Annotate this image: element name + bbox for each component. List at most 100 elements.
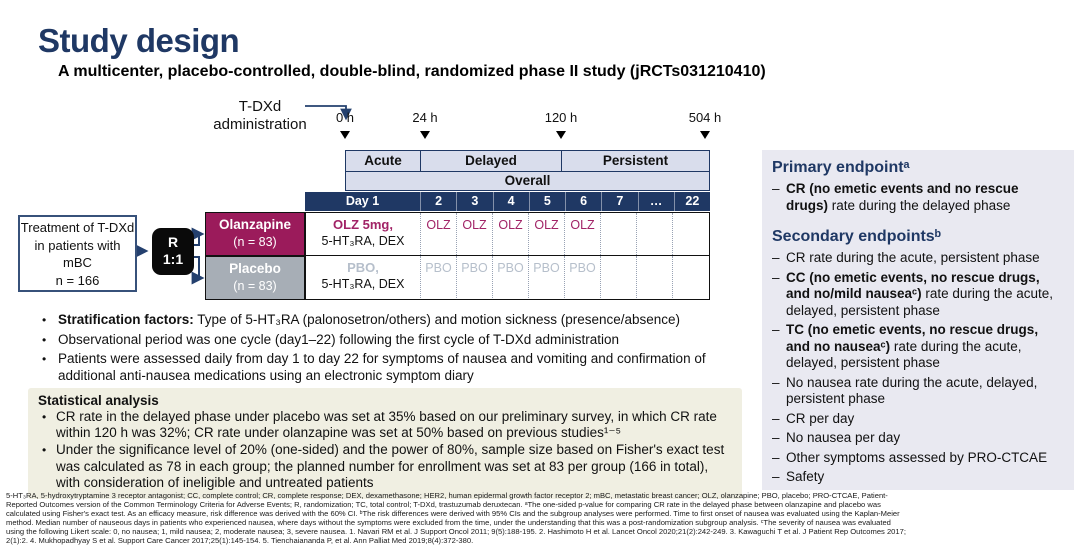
- endpoint-item: CR rate during the acute, persistent pha…: [772, 250, 1064, 267]
- bullet-text: Observational period was one cycle (day1…: [58, 331, 620, 347]
- endpoint-item: Safety: [772, 469, 1064, 486]
- footnote-line: method. Median number of nauseous days i…: [6, 518, 891, 527]
- bullet-text: Patients were assessed daily from day 1 …: [58, 351, 706, 383]
- hour-label-24h: 24 h: [412, 110, 438, 125]
- footnote-line: calculated using Fisher's exact test. As…: [6, 509, 900, 518]
- dose-cell: OLZ: [564, 213, 600, 255]
- endpoint-text: No nausea per day: [786, 430, 901, 445]
- dose-day1-drug: PBO,: [347, 259, 379, 275]
- endpoint-bold: TC (no emetic events, no rescue drugs, a…: [786, 322, 1039, 354]
- primary-endpoint-heading: Primary endpointᵃ: [772, 159, 910, 176]
- dose-cell: PBO: [528, 255, 564, 298]
- timeline-marker-icon: [340, 131, 350, 139]
- day-header-cell: …: [637, 192, 674, 211]
- secondary-endpoints-heading: Secondary endpointsᵇ: [772, 228, 941, 245]
- randomization-node: R 1:1: [152, 228, 194, 275]
- endpoint-text: Safety: [786, 469, 825, 484]
- dose-cell: OLZ: [456, 213, 492, 255]
- dose-cell: [600, 255, 636, 298]
- arm-n: (n = 83): [233, 235, 277, 249]
- dose-cell: [672, 255, 708, 298]
- phase-overall: Overall: [504, 173, 551, 188]
- tdxd-admin-label: T-DXd administration: [213, 98, 307, 133]
- phase-acute: Acute: [364, 153, 402, 168]
- dose-cell: [600, 213, 636, 255]
- day-header-cell: 3: [456, 192, 492, 211]
- endpoint-text: rate during the acute, delayed, persiste…: [786, 338, 1022, 371]
- phase-bar: Acute Delayed Persistent Overall: [345, 150, 710, 191]
- dose-cell: PBO: [420, 255, 456, 298]
- r-to-placebo-arrow: [191, 256, 205, 285]
- phase-delayed: Delayed: [420, 151, 561, 171]
- endpoints-panel: Primary endpointᵃ CR (no emetic events a…: [762, 150, 1074, 490]
- dose-day1-combo: 5-HT₃RA, DEX: [321, 276, 405, 291]
- dosing-schedule-table: OLZ 5mg, 5-HT₃RA, DEX OLZ OLZ OLZ OLZ OL…: [305, 212, 710, 300]
- table-row-olanzapine: OLZ 5mg, 5-HT₃RA, DEX OLZ OLZ OLZ OLZ OL…: [306, 213, 709, 256]
- bullet-bold: Stratification factors:: [58, 312, 194, 327]
- dose-cell: OLZ: [528, 213, 564, 255]
- endpoint-item: CR per day: [772, 411, 1064, 428]
- endpoint-item: CC (no emetic events, no rescue drugs, a…: [772, 270, 1064, 320]
- day-header-cell: 22: [673, 192, 710, 211]
- day-header-row: Day 1 2 3 4 5 6 7 … 22: [305, 192, 710, 211]
- randomization-ratio: 1:1: [162, 251, 184, 267]
- list-item: CR rate in the delayed phase under place…: [38, 409, 732, 441]
- timeline-marker-icon: [700, 131, 710, 139]
- day-header-cell: Day 1: [345, 194, 380, 208]
- dose-cell-day1: PBO, 5-HT₃RA, DEX: [306, 256, 420, 298]
- endpoint-item: CR (no emetic events and no rescue drugs…: [772, 181, 1064, 214]
- footnote-line: using the following Likert scale: 0, no …: [6, 527, 906, 536]
- dose-cell: OLZ: [492, 213, 528, 255]
- arm-header-placebo: Placebo (n = 83): [205, 256, 305, 300]
- endpoint-text: No nausea rate during the acute, delayed…: [786, 374, 1038, 407]
- footnote-line: 2(1):2. 4. Mukhopadhyay S et al. Support…: [6, 536, 474, 545]
- endpoint-text: rate during the acute, delayed, persiste…: [786, 286, 1053, 318]
- list-item: Patients were assessed daily from day 1 …: [40, 351, 732, 384]
- dose-cell: [672, 213, 708, 255]
- hour-label-504h: 504 h: [688, 110, 722, 125]
- endpoint-item: No nausea per day: [772, 430, 1064, 447]
- dose-day1-combo: 5-HT₃RA, DEX: [321, 234, 405, 248]
- r-to-olanzapine-arrow: [191, 227, 205, 246]
- randomization-letter: R: [167, 234, 179, 250]
- subtitle: A multicenter, placebo-controlled, doubl…: [58, 63, 766, 80]
- footnote-line: Reported Outcomes version of the Common …: [6, 500, 881, 509]
- page-title: Study design: [38, 22, 240, 59]
- statistical-analysis-heading: Statistical analysis: [38, 393, 159, 408]
- timeline-marker-icon: [556, 131, 566, 139]
- day-header-cell: 7: [601, 192, 637, 211]
- dose-cell: [636, 213, 672, 255]
- footnote: 5-HT₃RA, 5-hydroxytryptamine 3 receptor …: [6, 492, 1076, 545]
- endpoint-item: TC (no emetic events, no rescue drugs, a…: [772, 322, 1064, 372]
- day-header-cell: 5: [528, 192, 565, 211]
- hour-label-0h: 0 h: [335, 110, 355, 125]
- arm-n: (n = 83): [233, 279, 277, 293]
- day-header-cell: 4: [492, 192, 529, 211]
- endpoint-item: No nausea rate during the acute, delayed…: [772, 375, 1064, 408]
- arm-header-olanzapine: Olanzapine (n = 83): [205, 212, 305, 256]
- footnote-line: 5-HT₃RA, 5-hydroxytryptamine 3 receptor …: [6, 492, 888, 500]
- dose-day1-drug: OLZ 5mg,: [333, 217, 393, 232]
- list-item: Observational period was one cycle (day1…: [40, 332, 732, 349]
- endpoint-text: rate during the delayed phase: [828, 197, 1011, 213]
- dose-cell: PBO: [492, 255, 528, 298]
- hour-label-120h: 120 h: [544, 110, 578, 125]
- arm-name: Olanzapine: [218, 217, 291, 232]
- endpoint-bold: CR (no emetic events and no rescue drugs…: [786, 181, 1019, 213]
- endpoint-text: CR rate during the acute, persistent pha…: [786, 250, 1040, 265]
- timeline-marker-icon: [420, 131, 430, 139]
- day-header-cell: 2: [420, 192, 456, 211]
- endpoint-text: Other symptoms assessed by PRO-CTCAE: [786, 449, 1048, 465]
- endpoint-bold: CC (no emetic events, no rescue drugs, a…: [786, 269, 1040, 302]
- phase-persistent: Persistent: [561, 151, 709, 171]
- dose-cell: OLZ: [420, 213, 456, 255]
- population-box: Treatment of T-DXd in patients with mBC …: [18, 215, 137, 292]
- day-header-cell: 6: [565, 192, 601, 211]
- study-notes-list: Stratification factors: Type of 5-HT₃RA …: [40, 312, 732, 387]
- dose-cell: PBO: [456, 255, 492, 298]
- endpoint-text: CR per day: [786, 410, 855, 426]
- statistical-analysis-box: Statistical analysis CR rate in the dela…: [28, 388, 742, 500]
- list-item: Stratification factors: Type of 5-HT₃RA …: [40, 312, 732, 329]
- table-row-placebo: PBO, 5-HT₃RA, DEX PBO PBO PBO PBO PBO: [306, 255, 709, 298]
